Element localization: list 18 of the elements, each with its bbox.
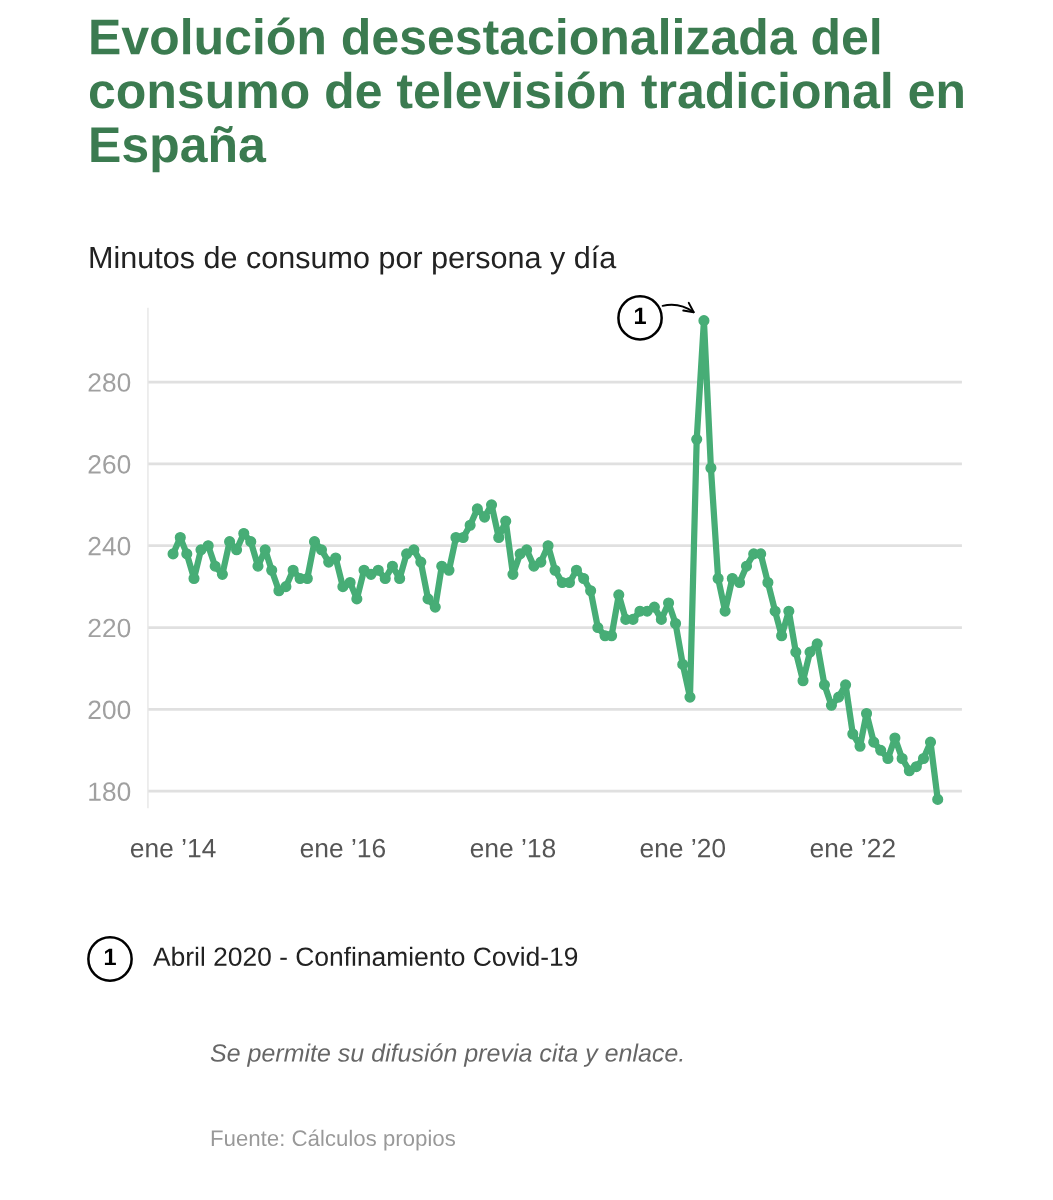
y-tick-label: 180 (89, 782, 131, 802)
text: 1 (104, 948, 116, 966)
y-tick-label: 240 (88, 536, 131, 556)
y-tick-label: 280 (88, 373, 131, 392)
chart-title: Evolución desestacionalizada del consumo de televisión tradicional en España (89, 17, 963, 173)
source-note: Fuente: Cálculos propios (211, 1129, 456, 1151)
x-tick-label: ene ’18 (470, 838, 556, 858)
text: Se permite su difusión previa cita y enlace. (210, 1043, 683, 1067)
x-tick-label: ene ’20 (640, 838, 726, 858)
y-tick-label: 200 (88, 700, 131, 720)
annotation: 1 (634, 307, 646, 324)
x-tick-label: ene ’22 (810, 838, 895, 858)
x-tick-label: ene ’14 (130, 839, 216, 858)
chart-subtitle: Minutos de consumo por persona y día (90, 245, 617, 275)
y-tick-label: 220 (88, 618, 131, 638)
y-tick-label: 260 (88, 455, 131, 474)
x-tick-label: ene ’16 (300, 838, 386, 858)
text: Abril 2020 - Confinamiento Covid-19 (153, 946, 578, 967)
